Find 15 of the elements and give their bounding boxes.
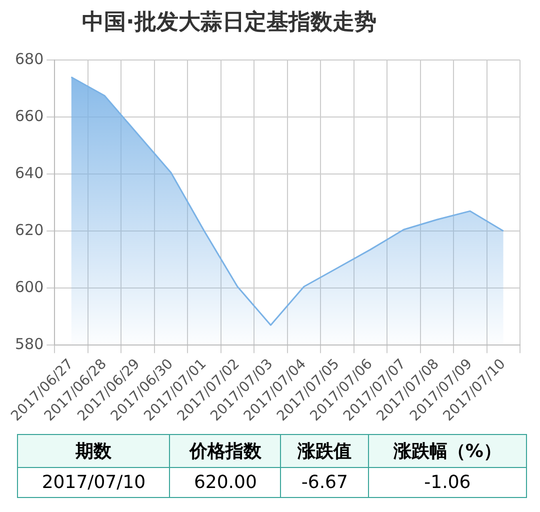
y-tick-label: 580 — [14, 334, 44, 353]
text: 期数 — [18, 434, 170, 468]
y-tick-label: 640 — [14, 164, 44, 182]
y-tick-label: 620 — [14, 220, 44, 239]
text: -1.06 — [368, 468, 526, 498]
text: -6.67 — [280, 468, 368, 498]
text: 2017/07/10 — [18, 468, 170, 498]
text: 价格指数 — [170, 434, 281, 468]
y-tick-label: 660 — [14, 106, 44, 125]
chart-title: 中国·批发大蒜日定基指数走势 — [81, 8, 378, 37]
text: 涨跌幅（%） — [368, 434, 526, 468]
y-tick-label: 680 — [14, 50, 44, 68]
text: 620.00 — [170, 468, 281, 498]
text: 涨跌值 — [280, 434, 368, 468]
y-tick-label: 600 — [14, 278, 44, 296]
